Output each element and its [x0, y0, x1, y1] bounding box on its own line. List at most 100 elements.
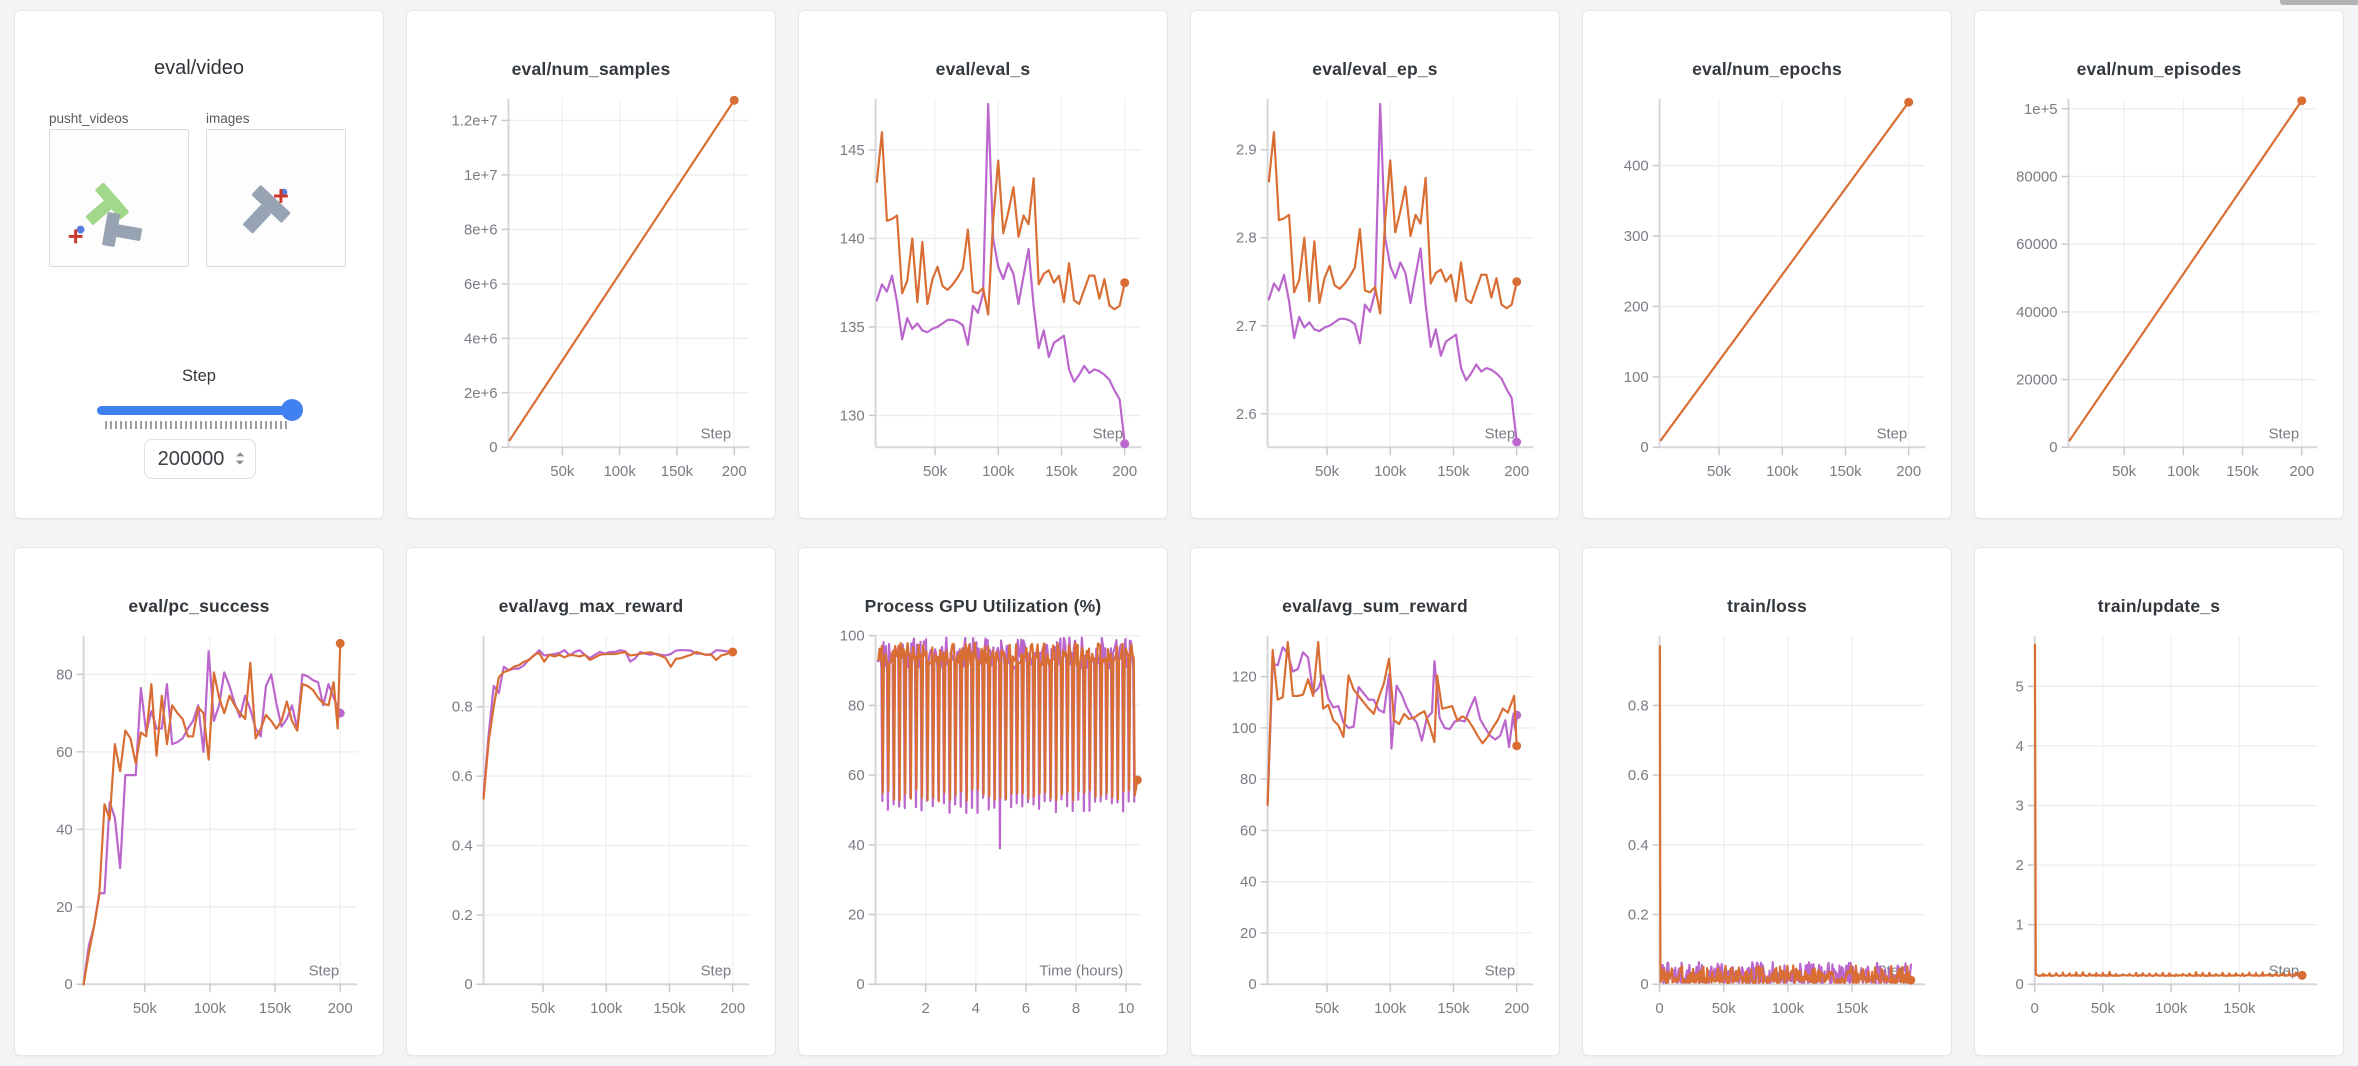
panel-eval-eval-ep-s: eval/eval_ep_s 2.6 2.7 2.8 2.9 50k 100k 150k 20…	[1190, 10, 1560, 519]
svg-text:Step: Step	[309, 962, 340, 979]
svg-text:0.6: 0.6	[452, 768, 473, 785]
svg-text:140: 140	[840, 230, 865, 247]
svg-text:50k: 50k	[1315, 1000, 1340, 1017]
svg-text:0: 0	[464, 976, 472, 993]
chart-eval-num-epochs[interactable]: 0 100 200 300 400 50k 100k 150k 200 Step	[1583, 11, 1951, 518]
chart-eval-num-samples[interactable]: 0 2e+6 4e+6 6e+6 8e+6 1e+7 1.2e+7 50k 100k 150k 20…	[407, 11, 775, 518]
svg-text:135: 135	[840, 319, 865, 336]
svg-text:0: 0	[489, 439, 497, 456]
svg-text:2.6: 2.6	[1236, 406, 1257, 423]
svg-text:50k: 50k	[2112, 463, 2137, 480]
step-slider-ticks	[105, 421, 289, 429]
stepper-down-icon[interactable]: ⏷	[235, 457, 245, 469]
chart-eval-pc-success[interactable]: 0 20 40 60 80 50k 100k 150k 200 Step	[15, 548, 383, 1055]
pusht-block-t-shape	[243, 185, 291, 234]
pusht-video-thumbnail[interactable]	[49, 129, 189, 267]
svg-text:6: 6	[1022, 1000, 1030, 1017]
svg-text:50k: 50k	[531, 1000, 556, 1017]
svg-text:60: 60	[56, 744, 73, 761]
svg-text:2.7: 2.7	[1236, 318, 1257, 335]
target-cross-icon	[68, 229, 83, 244]
svg-text:300: 300	[1624, 228, 1649, 245]
panel-eval-avg-max-reward: eval/avg_max_reward 0 0.2 0.4 0.6 0.8 50k 100k…	[406, 547, 776, 1056]
svg-text:0: 0	[1248, 976, 1256, 993]
stepper-up-icon[interactable]: ⏶	[235, 449, 245, 461]
panel-eval-num-episodes: eval/num_episodes 0 20000 40000 60000 80000 1…	[1974, 10, 2344, 519]
chart-eval-eval-s[interactable]: 130 135 140 145 50k 100k 150k 200 Step	[799, 11, 1167, 518]
chart-gpu-utilization[interactable]: 0 20 40 60 80 100 2 4 6 8 10 Time (hours)	[799, 548, 1167, 1055]
svg-text:100k: 100k	[982, 463, 1015, 480]
svg-text:Step: Step	[1485, 425, 1516, 442]
svg-text:150k: 150k	[259, 1000, 292, 1017]
svg-text:40: 40	[56, 821, 73, 838]
svg-text:1e+5: 1e+5	[2024, 101, 2058, 118]
pusht-image-thumbnail[interactable]	[206, 129, 346, 267]
svg-text:20000: 20000	[2016, 372, 2057, 389]
svg-text:50k: 50k	[1707, 463, 1732, 480]
chart-eval-eval-ep-s[interactable]: 2.6 2.7 2.8 2.9 50k 100k 150k 200 Step	[1191, 11, 1559, 518]
svg-text:80: 80	[1240, 771, 1257, 788]
svg-text:6e+6: 6e+6	[464, 276, 498, 293]
svg-text:4: 4	[2015, 738, 2023, 755]
svg-text:3: 3	[2015, 797, 2023, 814]
svg-text:Step: Step	[1485, 962, 1516, 979]
svg-text:150k: 150k	[2226, 463, 2259, 480]
svg-text:100k: 100k	[1374, 463, 1407, 480]
chart-eval-num-episodes[interactable]: 0 20000 40000 60000 80000 1e+5 50k 100k 150k 200 S…	[1975, 11, 2343, 518]
svg-text:50k: 50k	[550, 463, 575, 480]
scrolled-panel-edge	[2280, 0, 2358, 5]
panel-eval-num-samples: eval/num_samples 0 2e+6 4e+6 6e+6 8e+6 1e+7 1.…	[406, 10, 776, 519]
svg-text:150k: 150k	[1836, 1000, 1869, 1017]
svg-text:100: 100	[1624, 369, 1649, 386]
chart-eval-avg-sum-reward[interactable]: 0 20 40 60 80 100 120 50k 100k 150k 200 Step	[1191, 548, 1559, 1055]
svg-text:Step: Step	[701, 425, 732, 442]
svg-text:50k: 50k	[1712, 1000, 1737, 1017]
svg-text:0.8: 0.8	[452, 699, 473, 716]
svg-text:20: 20	[56, 899, 73, 916]
svg-text:Step: Step	[2269, 425, 2300, 442]
chart-title: train/update_s	[2097, 596, 2221, 616]
panel-gpu-utilization: Process GPU Utilization (%) 0 20 40 60 80 100…	[798, 547, 1168, 1056]
svg-text:2: 2	[922, 1000, 930, 1017]
svg-text:0.8: 0.8	[1628, 697, 1649, 714]
step-stepper[interactable]: ⏶ ⏷	[233, 443, 247, 475]
chart-title: eval/num_epochs	[1692, 59, 1842, 79]
pusht-image-frame	[243, 185, 291, 234]
svg-text:120: 120	[1232, 669, 1257, 686]
chart-eval-avg-max-reward[interactable]: 0 0.2 0.4 0.6 0.8 50k 100k 150k 200 Step	[407, 548, 775, 1055]
svg-text:40: 40	[848, 837, 865, 854]
svg-text:100k: 100k	[1766, 463, 1799, 480]
svg-text:0: 0	[2049, 439, 2057, 456]
svg-text:60: 60	[848, 767, 865, 784]
svg-text:150k: 150k	[1437, 1000, 1470, 1017]
step-slider-thumb[interactable]	[281, 399, 303, 421]
svg-text:50k: 50k	[923, 463, 948, 480]
step-value-input[interactable]	[144, 439, 256, 479]
svg-text:2e+6: 2e+6	[464, 385, 498, 402]
svg-text:1e+7: 1e+7	[464, 167, 498, 184]
svg-text:0.6: 0.6	[1628, 767, 1649, 784]
chart-title: eval/avg_sum_reward	[1282, 596, 1468, 616]
svg-text:150k: 150k	[661, 463, 694, 480]
svg-text:20: 20	[848, 907, 865, 924]
svg-text:40000: 40000	[2016, 304, 2057, 321]
chart-title: train/loss	[1727, 596, 1807, 616]
panel-eval-num-epochs: eval/num_epochs 0 100 200 300 400 50k 100k 150k…	[1582, 10, 1952, 519]
svg-text:Time (hours): Time (hours)	[1039, 962, 1123, 979]
svg-text:145: 145	[840, 142, 865, 159]
svg-text:40: 40	[1240, 874, 1257, 891]
svg-text:200: 200	[1504, 463, 1529, 480]
panel-train-loss: train/loss 0 0.2 0.4 0.6 0.8 0 50k 100k 150k Step	[1582, 547, 1952, 1056]
svg-text:0.4: 0.4	[452, 837, 473, 854]
pusht-goal-t-shape	[85, 182, 129, 225]
panel-eval-avg-sum-reward: eval/avg_sum_reward 0 20 40 60 80 100 120 50k 10…	[1190, 547, 1560, 1056]
svg-text:150k: 150k	[1437, 463, 1470, 480]
svg-text:0: 0	[856, 976, 864, 993]
step-slider[interactable]	[97, 406, 299, 415]
svg-text:2.9: 2.9	[1236, 142, 1257, 159]
chart-title: eval/eval_s	[935, 59, 1031, 79]
svg-text:0.2: 0.2	[1628, 907, 1649, 924]
